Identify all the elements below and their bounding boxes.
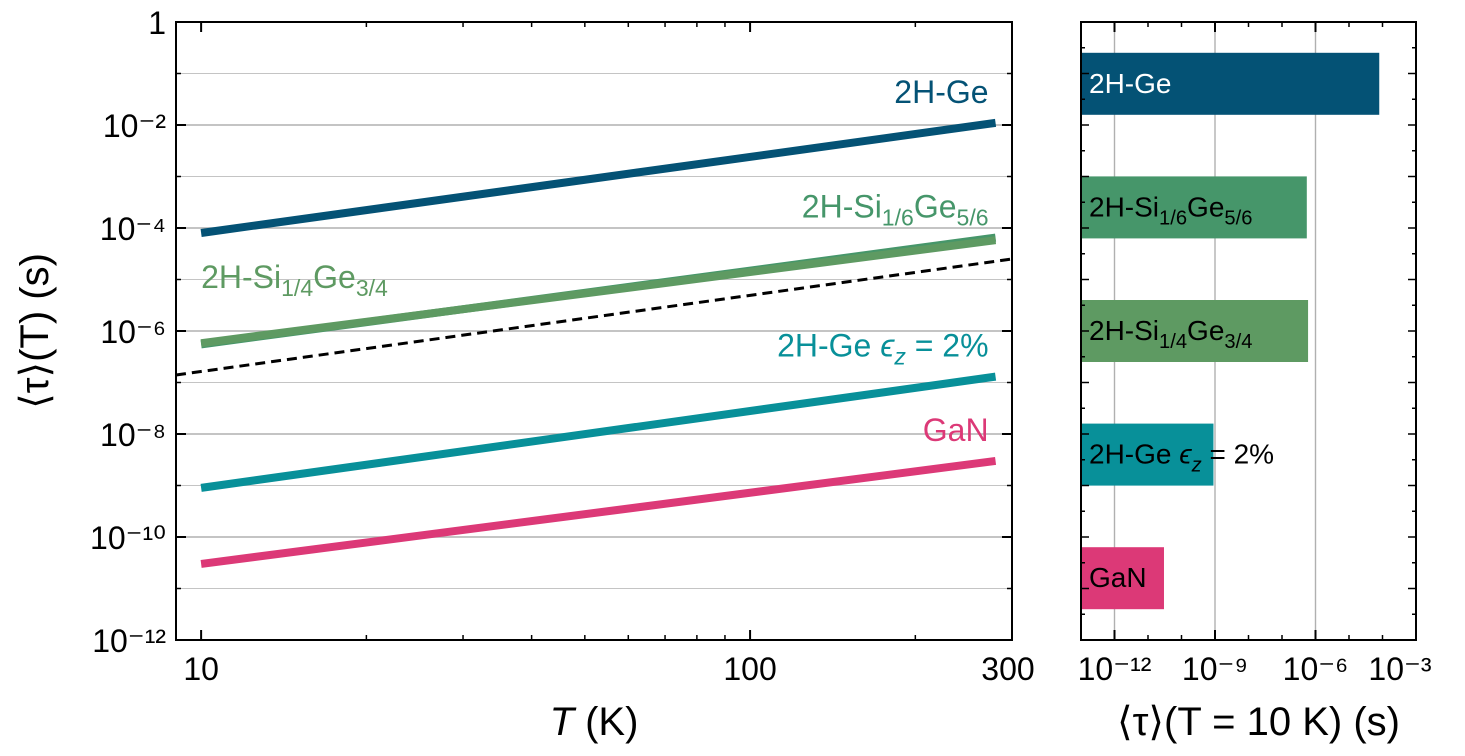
- right-bar-labels: 2H-Ge 2H-Si1/6Ge5/6 2H-Si1/4Ge3/4 2H-Ge ϵz …: [1089, 68, 1274, 593]
- y-tick-label: 10⁻⁴: [100, 211, 166, 247]
- x-tick-label: 10: [183, 651, 219, 687]
- right-bars: [1081, 52, 1380, 610]
- series-label-2h-si1-6ge5-6: 2H-Si1/6Ge5/6: [802, 189, 989, 231]
- series-label-2h-si1-4ge3-4: 2H-Si1/4Ge3/4: [201, 259, 388, 301]
- bar-label-2h-si1-4ge3-4: 2H-Si1/4Ge3/4: [1089, 315, 1252, 353]
- bar-label-2h-si1-6ge5-6: 2H-Si1/6Ge5/6: [1089, 191, 1252, 229]
- series-line-gan: [200, 456, 997, 568]
- right-x-tick-label: 10⁻³: [1368, 651, 1431, 687]
- y-tick-label: 10⁻²: [103, 108, 166, 144]
- right-x-tick-label: 10⁻⁹: [1182, 651, 1248, 687]
- x-tick-label: 100: [723, 651, 776, 687]
- bar-label-gan: GaN: [1089, 562, 1147, 593]
- bar-2h-si1-4ge3-4: [1081, 300, 1309, 362]
- bar-2h-si1-6ge5-6: [1081, 176, 1307, 239]
- lifetime-vs-temperature-chart: 2H-Ge 2H-Si1/6Ge5/6 2H-Si1/4Ge3/4 2H-Ge ϵz …: [13, 5, 1035, 744]
- bar-label-2h-ge: 2H-Ge: [1089, 68, 1171, 99]
- y-tick-label: 10⁻¹²: [92, 623, 166, 659]
- right-x-tick-label: 10⁻¹²: [1078, 651, 1152, 687]
- left-series-lines: [175, 118, 1013, 568]
- bar-2h-ge: [1081, 52, 1380, 115]
- series-line-2h-ge-z-2: [200, 372, 997, 492]
- bar-2h-ge-z-2: [1081, 423, 1214, 486]
- series-label-gan: GaN: [923, 412, 989, 448]
- series-line-2h-si1-4ge3-4: [200, 236, 997, 348]
- series-label-2h-ge-z-2: 2H-Ge ϵz = 2%: [777, 328, 988, 370]
- series-label-2h-ge: 2H-Ge: [894, 74, 988, 110]
- bar-label-2h-ge-z-2: 2H-Ge ϵz = 2%: [1089, 439, 1274, 477]
- y-tick-label: 10⁻¹⁰: [90, 520, 166, 556]
- left-y-axis-title: ⟨τ⟩(T) (s): [13, 253, 57, 409]
- bar-gan: [1081, 547, 1164, 610]
- lifetime-at-10k-bar-chart: 2H-Ge 2H-Si1/6Ge5/6 2H-Si1/4Ge3/4 2H-Ge ϵz …: [1078, 21, 1432, 744]
- series-line-reference-dashed: [175, 257, 1013, 377]
- left-series-labels: 2H-Ge 2H-Si1/6Ge5/6 2H-Si1/4Ge3/4 2H-Ge ϵz …: [201, 74, 988, 448]
- left-axis-ticks: 10⁻¹² 10⁻¹⁰ 10⁻⁸ 10⁻⁶ 10⁻⁴ 10⁻² 1 10 100 300: [90, 5, 1035, 687]
- y-tick-label: 1: [148, 5, 166, 41]
- right-x-tick-label: 10⁻⁶: [1283, 651, 1349, 687]
- right-x-axis-title: ⟨τ⟩(T = 10 K) (s): [1117, 700, 1400, 744]
- series-line-2h-ge: [200, 118, 997, 237]
- right-axis-ticks: 10⁻¹² 10⁻⁹ 10⁻⁶ 10⁻³: [1078, 21, 1432, 687]
- left-x-axis-title: T (K): [550, 700, 639, 744]
- y-tick-label: 10⁻⁶: [100, 314, 166, 350]
- y-tick-label: 10⁻⁸: [100, 417, 166, 453]
- x-tick-label: 300: [981, 651, 1034, 687]
